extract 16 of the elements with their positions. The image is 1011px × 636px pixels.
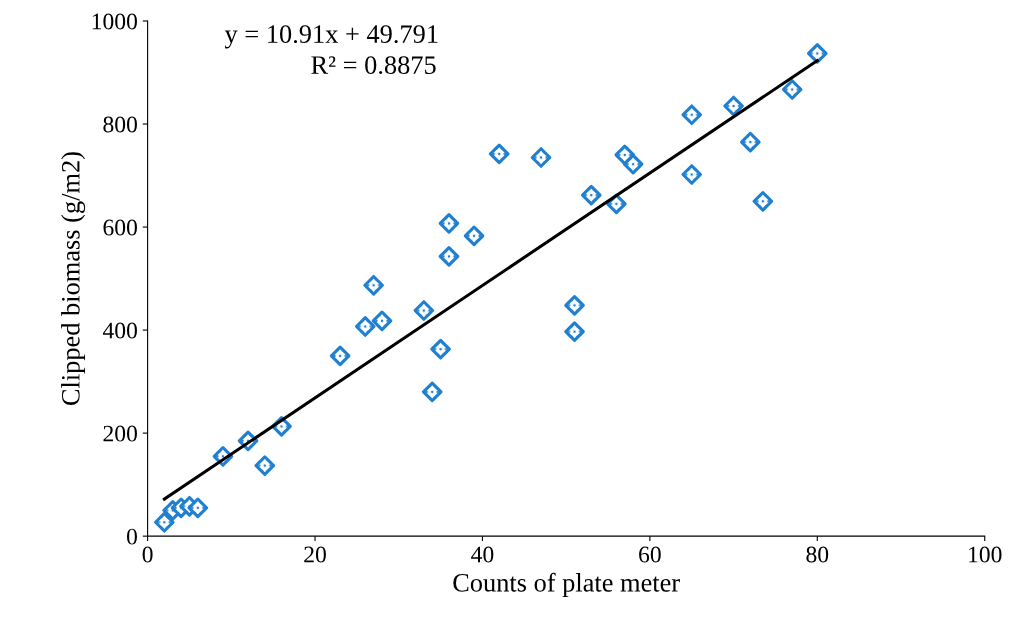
x-tick-label: 20 <box>304 546 326 563</box>
y-tick-label: 0 <box>126 528 137 545</box>
x-tick-label: 80 <box>806 546 829 563</box>
x-tick-label: 100 <box>969 546 1002 563</box>
x-tick-label: 60 <box>639 546 661 563</box>
y-tick-label: 600 <box>103 219 137 236</box>
y-tick-label: 800 <box>103 116 137 133</box>
x-axis-title: Counts of plate meter <box>453 572 680 598</box>
y-axis-title: Clipped biomass (g/m2) <box>61 152 86 406</box>
annotation: y = 10.91x + 49.791 <box>224 25 438 49</box>
annotation: R² = 0.8875 <box>311 56 436 75</box>
y-tick-label: 200 <box>103 425 137 442</box>
y-tick-label: 1000 <box>92 13 137 30</box>
x-tick-label: 0 <box>142 546 153 563</box>
y-tick-label: 400 <box>102 322 137 339</box>
x-tick-label: 40 <box>471 546 494 563</box>
